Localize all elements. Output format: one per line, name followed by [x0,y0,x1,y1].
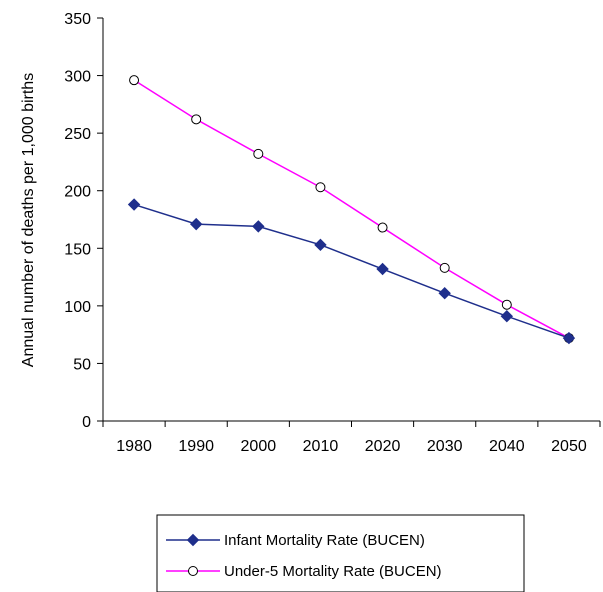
data-point [438,286,451,300]
x-tick-label: 1990 [178,438,214,455]
series-line [133,203,570,339]
plot-area [102,18,600,422]
data-point [562,331,576,345]
y-tick-label: 150 [64,241,91,258]
y-axis-ticks: 0 50 100 150 200 250 300 350 [64,11,103,431]
x-tick-label: 1980 [116,438,152,455]
data-point [314,238,327,252]
legend-item: Infant Mortality Rate (BUCEN) [166,532,425,549]
x-tick-label: 2020 [365,438,401,455]
y-axis-title: Annual number of deaths per 1,000 births [20,73,37,367]
legend-box [156,514,525,592]
x-tick-label: 2000 [241,438,277,455]
series-line [133,79,570,339]
y-tick-label: 100 [64,299,91,316]
x-axis-ticks: 1980 1990 2000 2010 2020 2030 2040 2050 [102,421,601,455]
series-infant [127,198,576,345]
data-point [129,75,140,86]
data-point [439,262,450,273]
y-tick-label: 350 [64,11,91,28]
data-point [315,182,326,193]
data-point [377,222,388,233]
series-under5 [129,75,574,344]
x-tick-label: 2030 [427,438,463,455]
x-tick-label: 2050 [551,438,587,455]
series-layer [127,75,576,345]
y-tick-label: 50 [73,356,91,373]
data-point [252,220,265,233]
legend-label: Under-5 Mortality Rate (BUCEN) [224,563,442,580]
legend: Infant Mortality Rate (BUCEN) Under-5 Mor… [156,514,525,592]
data-point [253,148,264,159]
data-point [191,114,202,125]
y-tick-label: 250 [64,126,91,143]
data-point [189,217,203,231]
legend-swatch-marker [186,533,200,547]
x-tick-label: 2010 [303,438,339,455]
data-point [501,299,512,310]
y-tick-label: 200 [64,184,91,201]
data-point [500,310,514,323]
x-tick-label: 2040 [489,438,525,455]
y-tick-label: 300 [64,69,91,86]
legend-label: Infant Mortality Rate (BUCEN) [224,532,425,549]
data-point [127,198,141,211]
legend-swatch-marker [188,566,198,576]
y-tick-label: 0 [82,414,91,431]
data-point [376,262,389,276]
legend-item: Under-5 Mortality Rate (BUCEN) [166,563,442,580]
